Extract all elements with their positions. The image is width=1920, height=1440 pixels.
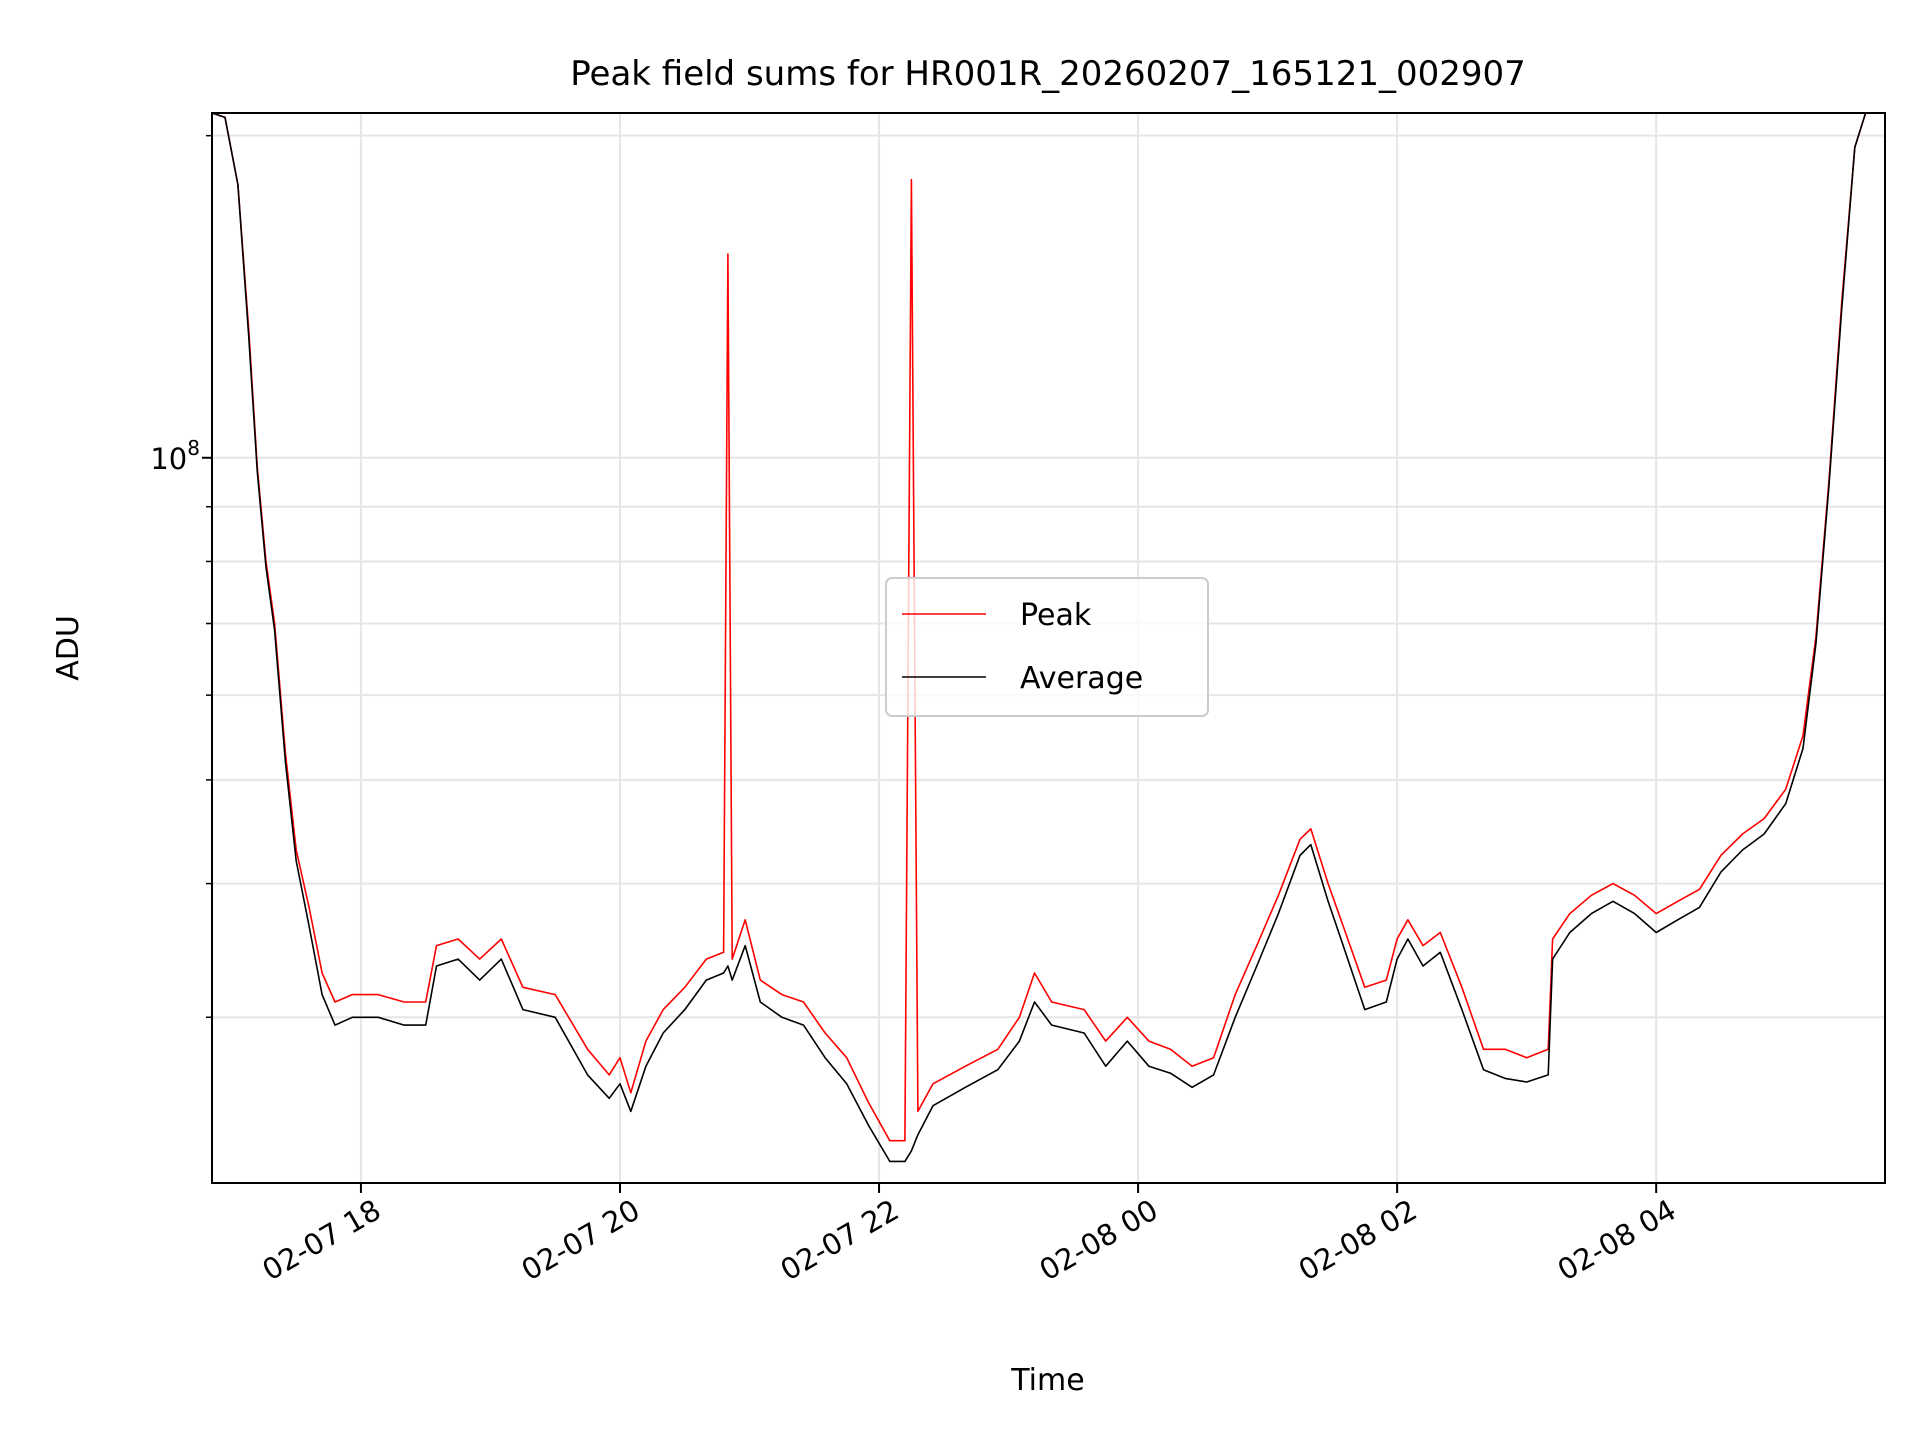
plot-area-frame [211, 112, 1886, 1184]
series-line-average [211, 112, 1885, 1163]
y-axis: 108 [150, 134, 212, 1019]
series-layer [211, 112, 1885, 1163]
series-line-peak [211, 112, 1885, 1142]
grid-lines [212, 113, 1885, 1183]
legend-box [885, 577, 1209, 717]
y-tick-label: 108 [150, 436, 200, 476]
legend: Peak Average [885, 577, 1209, 717]
chart-title: Peak field sums for HR001R_20260207_1651… [570, 54, 1526, 94]
legend-label-peak: Peak [1020, 598, 1092, 633]
y-axis-label: ADU [51, 615, 86, 681]
x-axis-label: Time [1010, 1363, 1084, 1398]
legend-label-average: Average [1020, 661, 1143, 696]
